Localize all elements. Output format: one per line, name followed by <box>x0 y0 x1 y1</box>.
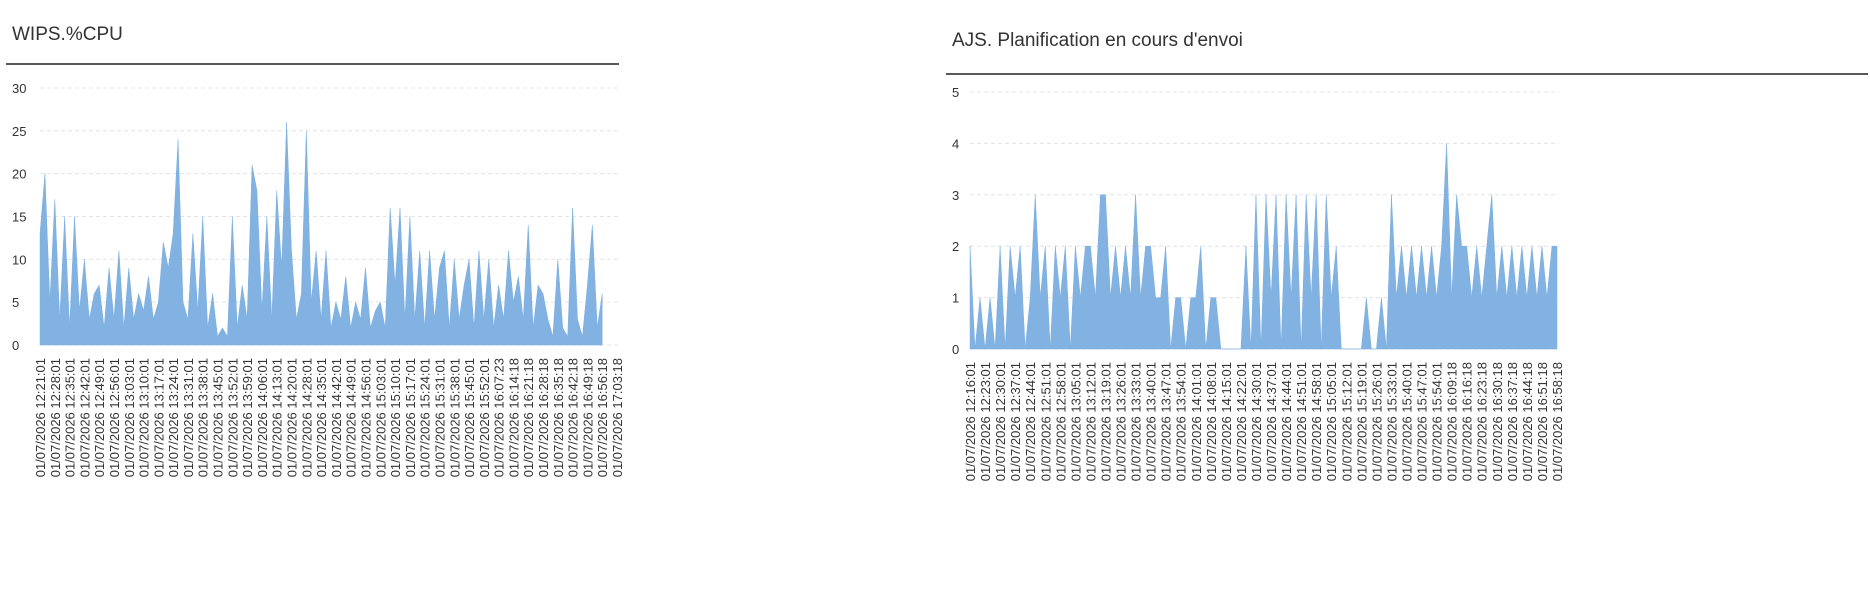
x-tick-label: 01/07/2026 15:33:01 <box>1384 362 1399 481</box>
area <box>39 122 603 346</box>
x-tick-label: 01/07/2026 13:40:01 <box>1144 362 1159 481</box>
y-tick-label: 15 <box>12 210 26 225</box>
x-tick-label: 01/07/2026 14:37:01 <box>1264 362 1279 481</box>
x-tick-label: 01/07/2026 12:30:01 <box>993 362 1008 481</box>
y-tick-label: 20 <box>12 167 26 182</box>
y-tick-label: 2 <box>952 239 959 254</box>
x-tick-label: 01/07/2026 16:42:18 <box>566 358 581 477</box>
x-tick-label: 01/07/2026 14:42:01 <box>329 358 344 477</box>
x-tick-label: 01/07/2026 15:12:01 <box>1339 362 1354 481</box>
x-tick-label: 01/07/2026 13:38:01 <box>196 358 211 477</box>
x-tick-label: 01/07/2026 13:33:01 <box>1129 362 1144 481</box>
x-tick-label: 01/07/2026 16:30:18 <box>1490 362 1505 481</box>
y-tick-label: 10 <box>12 252 26 267</box>
x-tick-label: 01/07/2026 16:07:23 <box>492 358 507 477</box>
y-tick-label: 5 <box>952 85 959 100</box>
x-tick-label: 01/07/2026 13:31:01 <box>181 358 196 477</box>
x-tick-label: 01/07/2026 13:24:01 <box>166 358 181 477</box>
x-tick-label: 01/07/2026 13:05:01 <box>1068 362 1083 481</box>
x-tick-label: 01/07/2026 12:49:01 <box>92 358 107 477</box>
area <box>969 143 1558 350</box>
x-tick-label: 01/07/2026 15:38:01 <box>447 358 462 477</box>
y-tick-label: 25 <box>12 124 26 139</box>
x-tick-label: 01/07/2026 13:10:01 <box>137 358 152 477</box>
x-tick-label: 01/07/2026 14:51:01 <box>1294 362 1309 481</box>
x-tick-label: 01/07/2026 13:45:01 <box>211 358 226 477</box>
x-tick-label: 01/07/2026 12:42:01 <box>77 358 92 477</box>
x-tick-label: 01/07/2026 13:47:01 <box>1159 362 1174 481</box>
x-tick-label: 01/07/2026 13:54:01 <box>1174 362 1189 481</box>
x-tick-label: 01/07/2026 16:51:18 <box>1535 362 1550 481</box>
x-tick-label: 01/07/2026 13:12:01 <box>1083 362 1098 481</box>
x-tick-label: 01/07/2026 16:21:18 <box>521 358 536 477</box>
x-tick-label: 01/07/2026 15:24:01 <box>418 358 433 477</box>
x-tick-label: 01/07/2026 12:23:01 <box>978 362 993 481</box>
x-tick-label: 01/07/2026 13:17:01 <box>151 358 166 477</box>
x-tick-label: 01/07/2026 12:51:01 <box>1038 362 1053 481</box>
y-tick-label: 0 <box>952 342 959 357</box>
y-tick-label: 3 <box>952 188 959 203</box>
x-tick-label: 01/07/2026 17:03:18 <box>610 358 625 477</box>
x-tick-label: 01/07/2026 14:06:01 <box>255 358 270 477</box>
x-tick-label: 01/07/2026 15:45:01 <box>462 358 477 477</box>
x-tick-label: 01/07/2026 13:26:01 <box>1114 362 1129 481</box>
x-tick-label: 01/07/2026 15:52:01 <box>477 358 492 477</box>
y-tick-label: 5 <box>12 295 19 310</box>
x-tick-label: 01/07/2026 16:14:18 <box>506 358 521 477</box>
x-tick-label: 01/07/2026 16:23:18 <box>1475 362 1490 481</box>
x-tick-label: 01/07/2026 16:09:18 <box>1445 362 1460 481</box>
x-tick-label: 01/07/2026 16:49:18 <box>580 358 595 477</box>
x-tick-label: 01/07/2026 15:54:01 <box>1430 362 1445 481</box>
x-tick-label: 01/07/2026 12:28:01 <box>48 358 63 477</box>
x-tick-label: 01/07/2026 14:20:01 <box>285 358 300 477</box>
chart-title: WIPS.%CPU <box>12 24 123 45</box>
x-tick-label: 01/07/2026 16:28:18 <box>536 358 551 477</box>
x-tick-label: 01/07/2026 12:37:01 <box>1008 362 1023 481</box>
x-tick-label: 01/07/2026 16:44:18 <box>1520 362 1535 481</box>
x-tick-label: 01/07/2026 12:58:01 <box>1053 362 1068 481</box>
x-tick-label: 01/07/2026 14:13:01 <box>270 358 285 477</box>
y-tick-label: 30 <box>12 81 26 96</box>
x-tick-label: 01/07/2026 14:44:01 <box>1279 362 1294 481</box>
x-tick-label: 01/07/2026 14:01:01 <box>1189 362 1204 481</box>
x-tick-label: 01/07/2026 16:35:18 <box>551 358 566 477</box>
x-tick-label: 01/07/2026 14:08:01 <box>1204 362 1219 481</box>
x-tick-label: 01/07/2026 12:16:01 <box>963 362 978 481</box>
y-tick-label: 4 <box>952 136 959 151</box>
x-tick-label: 01/07/2026 14:58:01 <box>1309 362 1324 481</box>
y-tick-label: 0 <box>12 338 19 353</box>
x-tick-label: 01/07/2026 12:44:01 <box>1023 362 1038 481</box>
x-tick-label: 01/07/2026 15:17:01 <box>403 358 418 477</box>
x-tick-label: 01/07/2026 13:52:01 <box>225 358 240 477</box>
x-tick-label: 01/07/2026 15:26:01 <box>1369 362 1384 481</box>
y-tick-label: 1 <box>952 291 959 306</box>
x-tick-label: 01/07/2026 15:19:01 <box>1354 362 1369 481</box>
x-tick-label: 01/07/2026 14:15:01 <box>1219 362 1234 481</box>
x-tick-label: 01/07/2026 16:16:18 <box>1460 362 1475 481</box>
x-tick-label: 01/07/2026 13:59:01 <box>240 358 255 477</box>
x-tick-label: 01/07/2026 12:56:01 <box>107 358 122 477</box>
x-tick-label: 01/07/2026 16:58:18 <box>1550 362 1565 481</box>
x-tick-label: 01/07/2026 15:05:01 <box>1324 362 1339 481</box>
chart-title: AJS. Planification en cours d'envoi <box>952 30 1243 51</box>
x-tick-label: 01/07/2026 15:10:01 <box>388 358 403 477</box>
x-tick-label: 01/07/2026 16:37:18 <box>1505 362 1520 481</box>
x-tick-label: 01/07/2026 12:35:01 <box>63 358 78 477</box>
x-tick-label: 01/07/2026 15:31:01 <box>432 358 447 477</box>
x-tick-label: 01/07/2026 13:19:01 <box>1098 362 1113 481</box>
x-tick-label: 01/07/2026 14:35:01 <box>314 358 329 477</box>
x-tick-label: 01/07/2026 16:56:18 <box>595 358 610 477</box>
x-tick-label: 01/07/2026 15:40:01 <box>1399 362 1414 481</box>
x-tick-label: 01/07/2026 14:28:01 <box>299 358 314 477</box>
x-tick-label: 01/07/2026 15:03:01 <box>373 358 388 477</box>
x-tick-label: 01/07/2026 14:56:01 <box>358 358 373 477</box>
x-tick-label: 01/07/2026 13:03:01 <box>122 358 137 477</box>
x-tick-label: 01/07/2026 14:30:01 <box>1249 362 1264 481</box>
x-tick-label: 01/07/2026 12:21:01 <box>33 358 48 477</box>
x-tick-label: 01/07/2026 14:22:01 <box>1234 362 1249 481</box>
x-tick-label: 01/07/2026 15:47:01 <box>1415 362 1430 481</box>
x-tick-label: 01/07/2026 14:49:01 <box>344 358 359 477</box>
